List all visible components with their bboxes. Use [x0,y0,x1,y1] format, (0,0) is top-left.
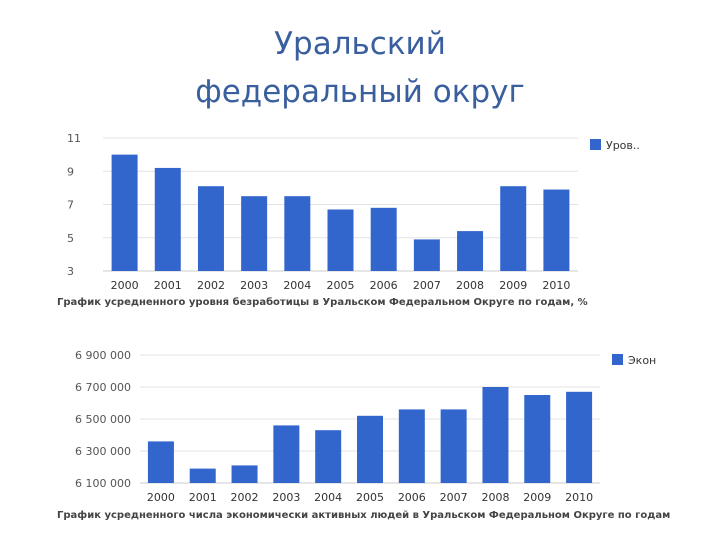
active-population-bar [315,430,342,483]
unemployment-legend-label: Уров.. [606,139,640,152]
unemployment-x-tick-label: 2008 [456,279,484,292]
unemployment-x-tick-label: 2001 [154,279,182,292]
unemployment-x-tick-label: 2006 [370,279,398,292]
unemployment-x-tick-label: 2010 [542,279,570,292]
active-population-y-tick-label: 6 100 000 [75,477,131,490]
slide-title-line-2: федеральный округ [195,74,525,110]
slide-title-line-1: Уральский [274,26,446,62]
unemployment-y-tick-label: 7 [67,199,74,212]
active-population-y-tick-label: 6 300 000 [75,445,131,458]
unemployment-y-tick-label: 9 [67,165,74,178]
unemployment-x-tick-label: 2007 [413,279,441,292]
unemployment-y-tick-label: 3 [67,265,74,278]
active-population-bar [524,395,551,483]
unemployment-bar [154,167,181,271]
unemployment-bar [197,186,224,271]
unemployment-bar [241,196,268,271]
active-population-x-tick-label: 2009 [523,491,551,504]
active-population-x-tick-label: 2000 [147,491,175,504]
active-population-x-tick-label: 2010 [565,491,593,504]
active-population-bar [482,387,509,483]
active-population-bar [231,465,258,483]
unemployment-x-tick-label: 2009 [499,279,527,292]
unemployment-bar [111,154,138,271]
active-population-legend-swatch [612,354,623,365]
active-population-bar [273,425,300,483]
active-population-bar-chart: 6 900 000 6 700 000 6 500 000 6 300 000 6 10… [75,349,656,504]
unemployment-bar [413,239,440,271]
unemployment-y-tick-label: 11 [67,132,81,145]
active-population-x-tick-label: 2003 [272,491,300,504]
active-population-x-tick-label: 2001 [189,491,217,504]
unemployment-chart-caption: График усредненного уровня безработицы в… [57,297,588,308]
active-population-x-tick-label: 2008 [481,491,509,504]
unemployment-bar [327,209,354,271]
unemployment-bar [370,207,397,271]
active-population-bar [440,409,467,483]
unemployment-x-tick-label: 2003 [240,279,268,292]
active-population-x-tick-label: 2005 [356,491,384,504]
active-population-chart-caption: График усредненного числа экономически а… [57,510,671,521]
unemployment-bar-chart: 11 9 7 5 3 2000 2001 2002 2003 2004 2005 2006 2007 20… [67,132,640,292]
active-population-bar [357,415,383,483]
active-population-y-tick-label: 6 700 000 [75,381,131,394]
active-population-y-tick-label: 6 500 000 [75,413,131,426]
active-population-bar [147,441,174,483]
active-population-bar [566,391,593,483]
active-population-bar [398,409,425,483]
unemployment-x-tick-label: 2005 [327,279,355,292]
active-population-legend-label: Экон [628,354,656,367]
active-population-x-tick-label: 2006 [398,491,426,504]
unemployment-bar [500,186,527,271]
unemployment-x-tick-label: 2000 [111,279,139,292]
unemployment-x-tick-label: 2002 [197,279,225,292]
active-population-bar [189,468,216,483]
unemployment-bar [457,231,484,271]
unemployment-x-tick-label: 2004 [283,279,311,292]
unemployment-bar [284,196,311,271]
active-population-x-tick-label: 2007 [440,491,468,504]
active-population-x-tick-label: 2002 [231,491,259,504]
unemployment-y-tick-label: 5 [67,232,74,245]
unemployment-legend-swatch [590,139,601,150]
active-population-x-tick-label: 2004 [314,491,342,504]
active-population-y-tick-label: 6 900 000 [75,349,131,362]
unemployment-bar [543,189,570,271]
